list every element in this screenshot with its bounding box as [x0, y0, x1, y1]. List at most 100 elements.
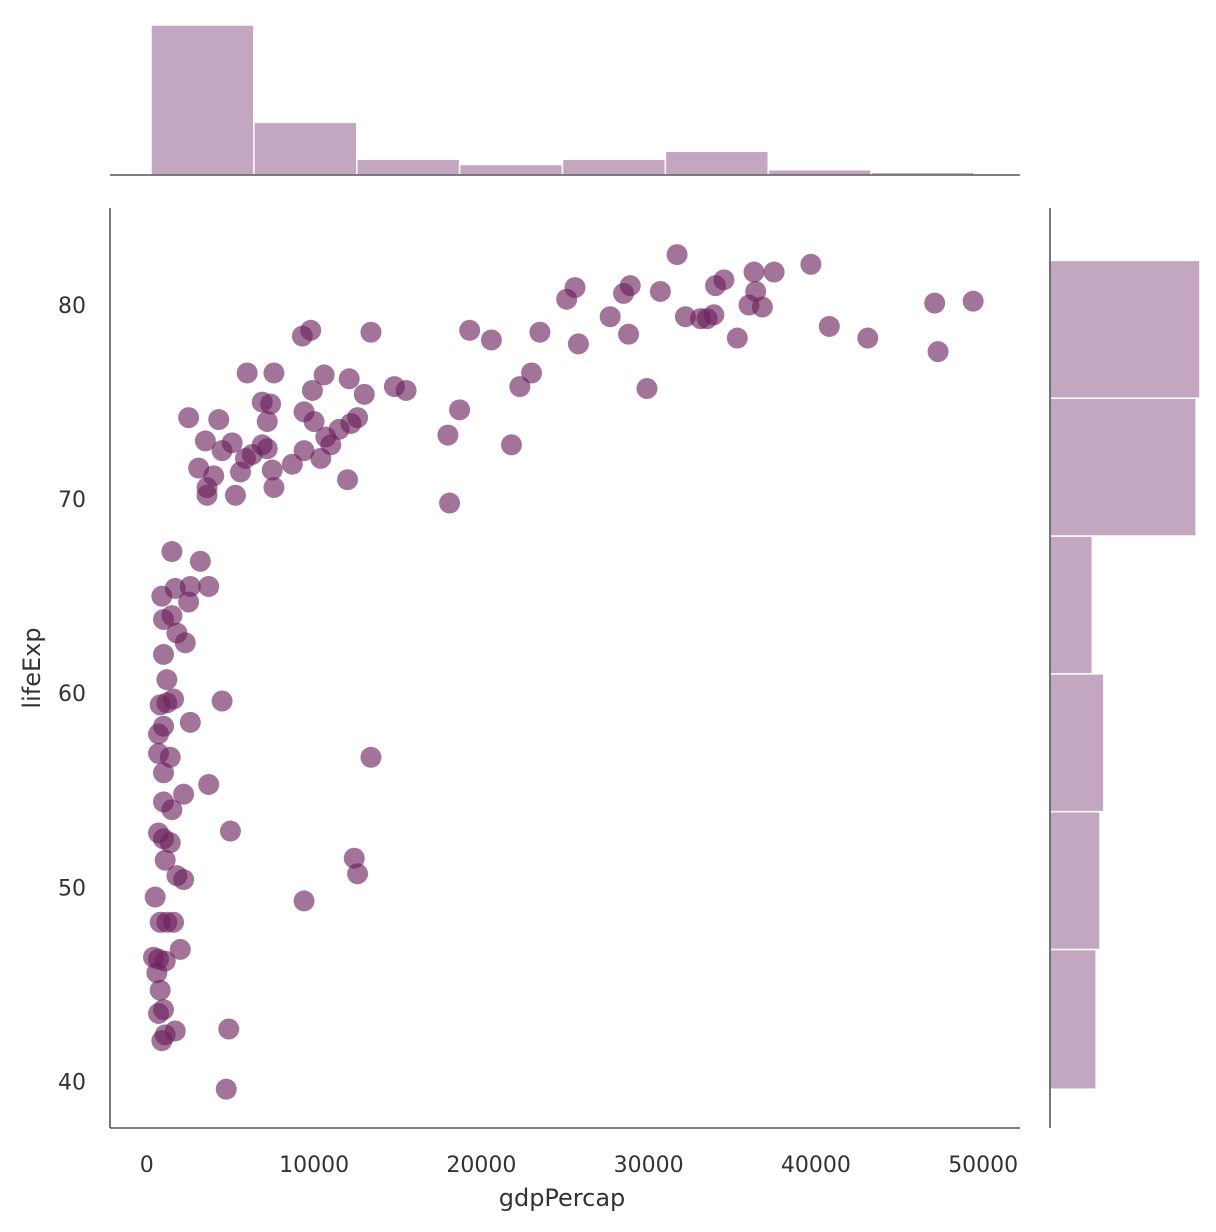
right-hist-bar — [1049, 397, 1197, 537]
scatter-point — [800, 253, 822, 275]
scatter-point — [337, 469, 359, 491]
scatter-point — [153, 999, 175, 1021]
scatter-point — [343, 847, 365, 869]
top-marginal-histogram — [150, 24, 975, 176]
scatter-point — [924, 292, 946, 314]
scatter-point — [313, 364, 335, 386]
scatter-point — [529, 321, 551, 343]
right-hist-bar — [1049, 535, 1094, 675]
scatter-point — [395, 379, 417, 401]
scatter-point — [713, 269, 735, 291]
scatter-point — [218, 1018, 240, 1040]
y-tick-label: 70 — [58, 488, 86, 513]
top-hist-bar — [355, 158, 461, 176]
scatter-point — [459, 319, 481, 341]
scatter-point — [962, 290, 984, 312]
scatter-point — [198, 773, 220, 795]
y-tick-label: 50 — [58, 876, 86, 901]
right-marginal-histogram — [1049, 259, 1201, 1090]
scatter-point — [618, 323, 640, 345]
scatter-point — [221, 432, 243, 454]
scatter-point — [281, 453, 303, 475]
scatter-point — [300, 319, 322, 341]
scatter-point — [263, 362, 285, 384]
right-hist-bar — [1049, 948, 1097, 1090]
scatter-point — [293, 440, 315, 462]
right-hist-bar — [1049, 810, 1101, 951]
x-tick-label: 10000 — [279, 1153, 349, 1178]
scatter-point — [567, 333, 589, 355]
y-tick-label: 40 — [58, 1070, 86, 1095]
scatter-point — [703, 304, 725, 326]
right-hist-bar — [1049, 259, 1201, 399]
scatter-point — [159, 746, 181, 768]
scatter-point — [619, 275, 641, 297]
scatter-point — [260, 393, 282, 415]
scatter-point — [509, 376, 531, 398]
scatter-point — [178, 407, 200, 429]
scatter-point — [149, 979, 171, 1001]
scatter-point — [189, 550, 211, 572]
scatter-point — [360, 321, 382, 343]
scatter-point — [219, 820, 241, 842]
scatter-point — [178, 591, 200, 613]
scatter-point — [439, 492, 461, 514]
scatter-point — [173, 869, 195, 891]
scatter-point — [224, 484, 246, 506]
scatter-point — [153, 715, 175, 737]
scatter-point — [347, 407, 369, 429]
tick-labels: 0 10000 20000 30000 40000 50000 40 50 60 70 80 — [58, 294, 1018, 1178]
scatter-point — [154, 849, 176, 871]
scatter-point — [215, 1078, 237, 1100]
scatter-point — [188, 457, 210, 479]
y-tick-label: 80 — [58, 294, 86, 319]
scatter-point — [500, 434, 522, 456]
scatter-point — [360, 746, 382, 768]
scatter-point — [161, 541, 183, 563]
scatter-point — [857, 327, 879, 349]
scatter-point — [163, 911, 185, 933]
scatter-point — [251, 434, 273, 456]
scatter-point — [153, 791, 175, 813]
top-hist-bar — [664, 150, 769, 176]
scatter-point — [649, 280, 671, 302]
scatter-point — [198, 575, 220, 597]
x-tick-label: 20000 — [446, 1153, 516, 1178]
y-axis-label: lifeExp — [18, 627, 46, 708]
scatter-point — [818, 315, 840, 337]
top-hist-bar — [458, 163, 564, 176]
scatter-point — [437, 424, 459, 446]
scatter-point — [169, 938, 191, 960]
scatter-point — [144, 886, 166, 908]
top-hist-bar — [561, 158, 667, 176]
top-hist-bar — [253, 121, 358, 176]
scatter-point — [293, 401, 315, 423]
scatter-point — [338, 368, 360, 390]
scatter-point — [164, 1020, 186, 1042]
scatter-point — [256, 411, 278, 433]
scatter-point — [726, 327, 748, 349]
scatter-point — [763, 261, 785, 283]
scatter-point — [153, 643, 175, 665]
y-tick-label: 60 — [58, 682, 86, 707]
scatter-point — [449, 399, 471, 421]
scatter-point — [208, 409, 230, 431]
x-tick-label: 50000 — [948, 1153, 1018, 1178]
x-tick-label: 30000 — [614, 1153, 684, 1178]
scatter-point — [211, 690, 233, 712]
right-hist-bar — [1049, 673, 1105, 813]
scatter-point — [173, 783, 195, 805]
scatter-point — [166, 622, 188, 644]
scatter-point — [261, 459, 283, 481]
scatter-point — [179, 575, 201, 597]
scatter-point — [743, 261, 765, 283]
scatter-point — [480, 329, 502, 351]
scatter-point — [236, 362, 258, 384]
top-hist-bar — [150, 24, 255, 176]
scatter-point — [179, 711, 201, 733]
scatter-point — [293, 890, 315, 912]
x-tick-label: 40000 — [781, 1153, 851, 1178]
scatter-point — [564, 277, 586, 299]
scatter-points — [142, 244, 984, 1100]
